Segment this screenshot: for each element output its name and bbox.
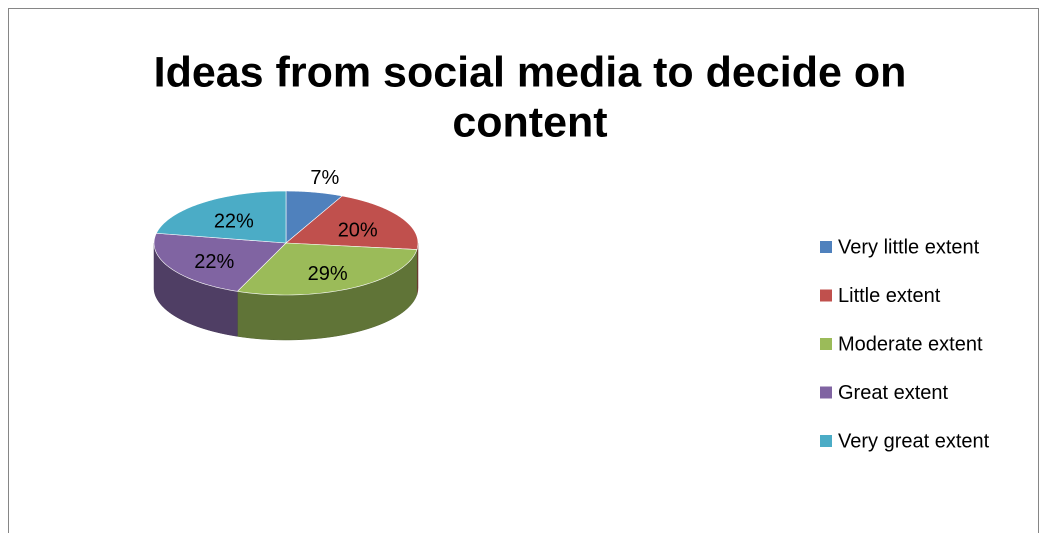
pie-slice <box>236 242 418 296</box>
legend-swatch <box>820 435 832 447</box>
legend-swatch <box>820 241 832 253</box>
pie-slice <box>285 195 419 250</box>
legend-label: Very little extent <box>838 236 980 258</box>
data-label: 22% <box>214 210 254 232</box>
legend-swatch <box>820 386 832 399</box>
legend-label: Moderate extent <box>838 333 983 355</box>
legend-label: Very great extent <box>838 430 990 452</box>
legend-label: Little extent <box>838 285 941 307</box>
data-label: 7% <box>310 167 339 189</box>
data-label: 29% <box>308 263 348 285</box>
legend-swatch <box>820 289 832 302</box>
chart-title: content <box>452 98 607 146</box>
pie-slice <box>155 190 287 244</box>
pie-slice <box>285 190 343 244</box>
legend-label: Great extent <box>838 382 949 404</box>
data-label: 20% <box>338 220 378 242</box>
pie-slice <box>153 232 287 292</box>
legend-swatch <box>820 338 832 350</box>
data-label: 22% <box>194 251 234 273</box>
chart-title: Ideas from social media to decide on <box>154 48 907 96</box>
